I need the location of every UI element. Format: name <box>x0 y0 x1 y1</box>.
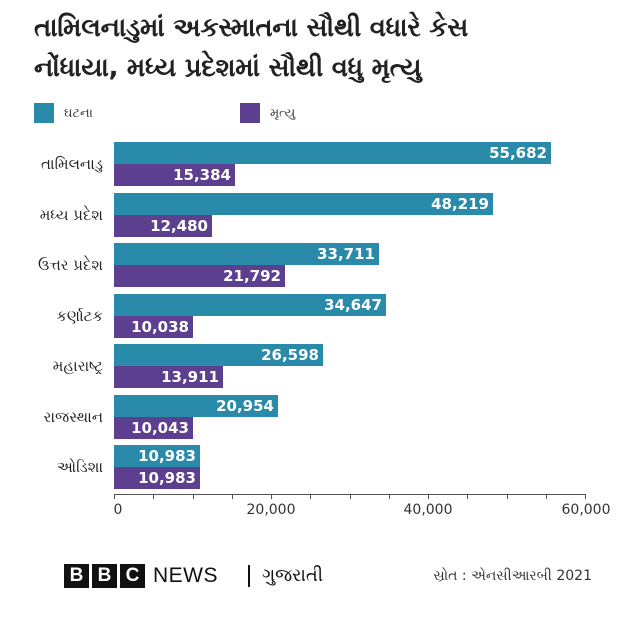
bbc-logo-block: B <box>92 564 117 588</box>
legend-item-deaths: મૃત્યુ <box>240 103 295 123</box>
category-label: મધ્ય પ્રદેશ <box>39 205 103 224</box>
x-axis-tick <box>546 494 547 499</box>
bar-deaths: 21,792 <box>114 265 285 287</box>
bar-value-label: 13,911 <box>161 368 219 386</box>
bar-deaths: 13,911 <box>114 366 223 388</box>
bar-incidents: 26,598 <box>114 344 323 366</box>
category-label: મહારાષ્ટ્ર <box>52 357 103 375</box>
bar-value-label: 10,043 <box>131 418 189 437</box>
title-line-1: તામિલનાડુમાં અકસ્માતના સૌથી વધારે કેસ <box>34 13 469 43</box>
bar-value-label: 10,038 <box>131 317 189 336</box>
legend-label-deaths: મૃત્યુ <box>270 105 296 121</box>
x-axis-tick <box>153 494 154 499</box>
service-name: ગુજરાતી <box>262 565 323 586</box>
bar-incidents: 55,682 <box>114 142 551 164</box>
x-tick-label-40000: 40,000 <box>403 502 453 518</box>
x-axis-tick <box>114 494 115 499</box>
bar-deaths: 10,983 <box>114 467 200 489</box>
category-label: રાજસ્થાન <box>43 407 103 426</box>
x-axis-tick <box>389 494 390 499</box>
chart-title: તામિલનાડુમાં અકસ્માતના સૌથી વધારે કેસ નો… <box>34 8 614 88</box>
bar-value-label: 10,983 <box>138 469 196 487</box>
x-axis-line <box>114 494 585 495</box>
category-label: ઓડિશા <box>57 458 103 476</box>
bar-incidents: 48,219 <box>114 192 493 215</box>
x-axis-tick <box>193 494 194 499</box>
bar-value-label: 33,711 <box>317 245 375 263</box>
title-line-2: નોંધાયા, મધ્ય પ્રદેશમાં સૌથી વધુ મૃત્યુ <box>34 53 422 83</box>
category-label: ઉત્તર પ્રદેશ <box>37 256 103 274</box>
bar-deaths: 10,043 <box>114 416 193 439</box>
bbc-logo: B B C <box>64 564 145 588</box>
bar-incidents: 33,711 <box>114 243 379 265</box>
source-credit: સ્રોત : એનસીઆરબી 2021 <box>433 568 592 584</box>
x-tick-label-0: 0 <box>113 502 123 518</box>
x-tick-label-20000: 20,000 <box>246 502 296 518</box>
bar-value-label: 15,384 <box>173 166 231 184</box>
bar-value-label: 21,792 <box>223 267 281 285</box>
x-axis-tick <box>467 494 468 499</box>
footer: B B C NEWS ગુજરાતી સ્રોત : એનસીઆરબી 2021 <box>0 560 640 596</box>
bar-incidents: 34,647 <box>114 293 386 316</box>
x-axis-tick <box>507 494 508 499</box>
footer-divider <box>248 565 250 587</box>
bar-incidents: 10,983 <box>114 445 200 467</box>
x-axis-tick <box>585 494 586 499</box>
bar-value-label: 12,480 <box>150 216 208 235</box>
bar-chart: તામિલનાડુ 55,682 15,384 મધ્ય પ્રદેશ 48,219 12… <box>37 142 551 489</box>
x-axis-tick <box>232 494 233 499</box>
x-axis-tick <box>350 494 351 499</box>
bar-deaths: 15,384 <box>114 164 235 186</box>
category-label: કર્ણાટક <box>56 306 103 325</box>
bar-value-label: 10,983 <box>138 447 196 465</box>
legend: ઘટના મૃત્યુ <box>34 103 434 127</box>
x-axis-tick <box>271 494 272 499</box>
legend-swatch-incidents <box>34 103 54 123</box>
news-wordmark: NEWS <box>153 564 218 587</box>
bar-value-label: 20,954 <box>216 396 274 415</box>
bar-value-label: 26,598 <box>261 346 319 364</box>
bbc-logo-block: B <box>64 564 89 588</box>
bar-value-label: 55,682 <box>489 144 547 162</box>
bar-value-label: 48,219 <box>431 194 489 213</box>
bar-deaths: 10,038 <box>114 315 193 338</box>
bar-value-label: 34,647 <box>324 295 382 314</box>
bbc-logo-block: C <box>120 564 145 588</box>
x-axis-tick <box>310 494 311 499</box>
bar-incidents: 20,954 <box>114 394 278 417</box>
x-tick-label-60000: 60,000 <box>561 502 611 518</box>
bar-deaths: 12,480 <box>114 214 212 237</box>
x-axis-tick <box>428 494 429 499</box>
legend-swatch-deaths <box>240 103 260 123</box>
category-label: તામિલનાડુ <box>40 155 103 173</box>
legend-label-incidents: ઘટના <box>64 105 93 121</box>
legend-item-incidents: ઘટના <box>34 103 93 123</box>
